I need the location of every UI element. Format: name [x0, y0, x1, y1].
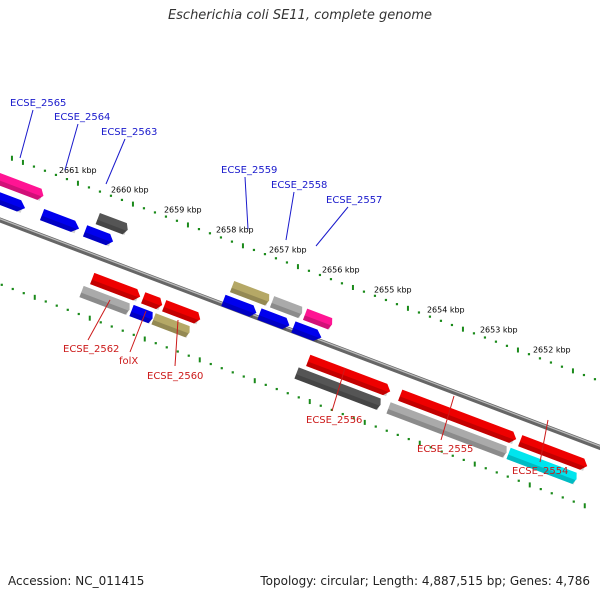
gene-ecse-2559[interactable] — [229, 280, 270, 306]
gene-label-ecse_2556[interactable]: ECSE_2556 — [306, 415, 362, 426]
gene-label-ecse_2557[interactable]: ECSE_2557 — [326, 195, 382, 206]
gene-label-ecse_2565[interactable]: ECSE_2565 — [10, 98, 66, 109]
gene-label-ecse_2554[interactable]: ECSE_2554 — [512, 466, 568, 477]
kbp-label: 2655 kbp — [374, 285, 412, 294]
leader-line — [105, 138, 126, 185]
gene-top-arrow[interactable] — [0, 188, 26, 212]
gene-label-ecse_2555[interactable]: ECSE_2555 — [417, 444, 473, 455]
gene-top-arrow-shade — [82, 231, 111, 247]
leader-line — [87, 299, 111, 341]
leader-line — [440, 395, 455, 441]
gene-ecse-2565-shade — [0, 180, 42, 201]
gene-label-ecse_2558[interactable]: ECSE_2558 — [271, 180, 327, 191]
gene-top-arrow[interactable] — [257, 308, 290, 330]
kbp-label: 2661 kbp — [59, 166, 97, 175]
gene-top-arrow[interactable] — [291, 321, 322, 341]
kbp-label: 2658 kbp — [216, 225, 254, 234]
gene-label-ecse_2560[interactable]: ECSE_2560 — [147, 371, 203, 382]
gene-ecse-2558[interactable] — [269, 296, 303, 318]
gene-red-arrow[interactable] — [306, 354, 391, 396]
gene-ecse-2556[interactable] — [294, 367, 381, 410]
gene-ecse-2559-shade — [229, 287, 268, 306]
leader-line — [174, 319, 179, 367]
gene-ecse-2560-shade — [151, 319, 189, 338]
gene-red-arrow[interactable] — [141, 292, 163, 310]
gene-ecse-2563[interactable] — [95, 212, 128, 235]
leader-line — [129, 310, 147, 353]
kbp-label: 2654 kbp — [427, 305, 465, 314]
kbp-label: 2652 kbp — [533, 346, 571, 355]
kbp-label: 2656 kbp — [322, 266, 360, 275]
kbp-label: 2653 kbp — [480, 325, 518, 334]
leader-line — [315, 206, 349, 247]
gene-ecse-2562[interactable] — [79, 285, 130, 315]
gene-label-ecse_2564[interactable]: ECSE_2564 — [54, 112, 110, 123]
gene-red-arrow-shade — [141, 298, 161, 311]
gene-top-arrow-shade — [0, 199, 23, 213]
gene-ecse-2554-shade — [506, 454, 576, 485]
gene-ecse-2564[interactable] — [39, 208, 80, 232]
gene-ecse-2565[interactable] — [0, 171, 44, 200]
gene-red-arrow-shade — [518, 441, 585, 471]
gene-label-ecse_2559[interactable]: ECSE_2559 — [221, 165, 277, 176]
gene-ecse-2556-shade — [294, 374, 380, 411]
map-title: Escherichia coli SE11, complete genome — [167, 8, 433, 23]
gene-top-arrow-shade — [291, 328, 319, 343]
leader-line — [539, 419, 549, 463]
gene-red-arrow[interactable] — [90, 272, 141, 301]
gene-top-arrow-shade — [221, 301, 254, 318]
gene-top-arrow[interactable] — [82, 225, 114, 246]
gene-ecse-2555-shade — [386, 409, 506, 458]
gene-red-arrow[interactable] — [518, 435, 588, 470]
gene-ecse-2562-shade — [79, 292, 129, 316]
gene-ecse-2558-shade — [269, 302, 301, 319]
accession-label: Accession: NC_011415 — [8, 574, 145, 588]
gene-ecse-2557-shade — [302, 315, 331, 330]
gene-ecse-2555[interactable] — [386, 402, 507, 458]
kbp-label: 2657 kbp — [269, 245, 307, 254]
gene-red-arrow-shade — [90, 279, 138, 302]
gene-folx-shade — [129, 311, 152, 324]
topology-label: Topology: circular; Length: 4,887,515 bp… — [260, 574, 590, 588]
leader-line — [64, 123, 79, 171]
leader-line — [244, 176, 249, 230]
leader-line — [19, 109, 34, 159]
gene-red-arrow-shade — [162, 306, 199, 325]
gene-top-arrow[interactable] — [221, 294, 257, 317]
kbp-label: 2660 kbp — [111, 186, 149, 195]
gene-label-folx[interactable]: folX — [119, 356, 138, 367]
gene-red-arrow[interactable] — [398, 389, 517, 443]
gene-ecse-2563-shade — [95, 219, 127, 236]
gene-ecse-2564-shade — [39, 215, 77, 234]
gene-label-ecse_2562[interactable]: ECSE_2562 — [63, 344, 119, 355]
gene-label-ecse_2563[interactable]: ECSE_2563 — [101, 127, 157, 138]
gene-red-arrow-shade — [306, 361, 388, 397]
gene-red-arrow-shade — [398, 396, 514, 445]
kbp-label: 2659 kbp — [164, 206, 202, 215]
gene-red-arrow[interactable] — [162, 300, 201, 324]
gene-folx[interactable] — [129, 304, 153, 324]
gene-top-arrow-shade — [257, 315, 287, 331]
leader-line — [285, 191, 295, 241]
leader-line — [331, 367, 346, 412]
gene-ecse-2560[interactable] — [151, 313, 190, 338]
gene-ecse-2554[interactable] — [506, 447, 577, 484]
gene-ecse-2557[interactable] — [302, 308, 333, 330]
